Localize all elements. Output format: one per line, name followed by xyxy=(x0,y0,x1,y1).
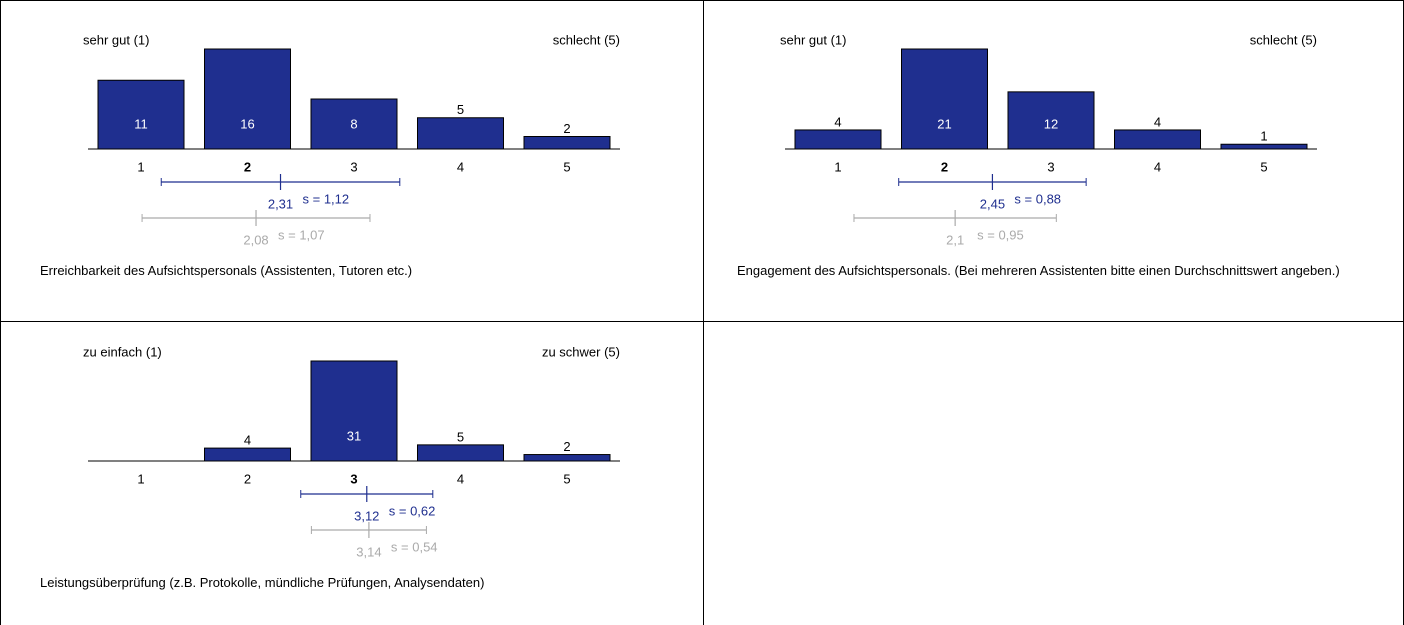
category-label: 3 xyxy=(1047,159,1054,174)
bar xyxy=(901,48,988,150)
category-label: 2 xyxy=(244,159,251,174)
value-label: 2 xyxy=(563,121,570,136)
category-label: 2 xyxy=(244,471,251,486)
category-label: 1 xyxy=(137,159,144,174)
border xyxy=(703,0,704,625)
value-label: 31 xyxy=(347,428,361,443)
bar xyxy=(417,117,504,150)
category-label: 3 xyxy=(350,159,357,174)
category-label: 4 xyxy=(457,471,464,486)
bar xyxy=(310,360,398,462)
sd-label: s = 0,95 xyxy=(977,227,1024,242)
left-label: sehr gut (1) xyxy=(780,32,846,47)
value-label: 5 xyxy=(457,429,464,444)
sd-label: s = 0,62 xyxy=(389,503,436,518)
value-label: 12 xyxy=(1044,116,1058,131)
question: Engagement des Aufsichtspersonals. (Bei … xyxy=(737,263,1340,278)
value-label: 4 xyxy=(1154,114,1161,129)
mean-label: 3,12 xyxy=(354,508,379,523)
value-label: 8 xyxy=(350,116,357,131)
mean-label: 2,31 xyxy=(268,196,293,211)
category-label: 5 xyxy=(563,471,570,486)
bar xyxy=(1007,91,1095,150)
category-label: 5 xyxy=(563,159,570,174)
left-label: zu einfach (1) xyxy=(83,344,162,359)
border xyxy=(0,0,1,625)
value-label: 4 xyxy=(244,433,251,448)
bar xyxy=(1220,143,1308,150)
sd-label: s = 0,88 xyxy=(1014,191,1061,206)
bar xyxy=(794,129,882,150)
sd-label: s = 1,07 xyxy=(278,227,325,242)
category-label: 2 xyxy=(941,159,948,174)
category-label: 3 xyxy=(350,471,357,486)
category-label: 1 xyxy=(834,159,841,174)
bar xyxy=(1114,129,1201,150)
value-label: 16 xyxy=(240,116,254,131)
border xyxy=(0,321,1404,322)
value-label: 11 xyxy=(134,116,148,131)
question: Leistungsüberprüfung (z.B. Protokolle, m… xyxy=(40,575,485,590)
mean-label: 2,1 xyxy=(946,232,964,247)
right-label: schlecht (5) xyxy=(1250,32,1317,47)
value-label: 21 xyxy=(937,116,951,131)
category-label: 1 xyxy=(137,471,144,486)
question: Erreichbarkeit des Aufsichtspersonals (A… xyxy=(40,263,413,278)
right-label: schlecht (5) xyxy=(553,32,620,47)
category-label: 4 xyxy=(457,159,464,174)
bar xyxy=(204,48,291,150)
bar xyxy=(310,98,398,150)
value-label: 2 xyxy=(563,439,570,454)
border xyxy=(0,0,1404,1)
bar xyxy=(523,454,611,462)
sd-label: s = 0,54 xyxy=(391,539,438,554)
mean-label: 3,14 xyxy=(356,544,381,559)
bar xyxy=(417,444,504,462)
category-label: 5 xyxy=(1260,159,1267,174)
mean-label: 2,08 xyxy=(243,232,268,247)
bar xyxy=(97,79,185,150)
value-label: 5 xyxy=(457,102,464,117)
bar xyxy=(523,136,611,150)
value-label: 1 xyxy=(1260,129,1267,144)
value-label: 4 xyxy=(834,114,841,129)
left-label: sehr gut (1) xyxy=(83,32,149,47)
right-label: zu schwer (5) xyxy=(542,344,620,359)
category-label: 4 xyxy=(1154,159,1161,174)
mean-label: 2,45 xyxy=(980,196,1005,211)
bar xyxy=(204,447,291,462)
sd-label: s = 1,12 xyxy=(303,191,350,206)
